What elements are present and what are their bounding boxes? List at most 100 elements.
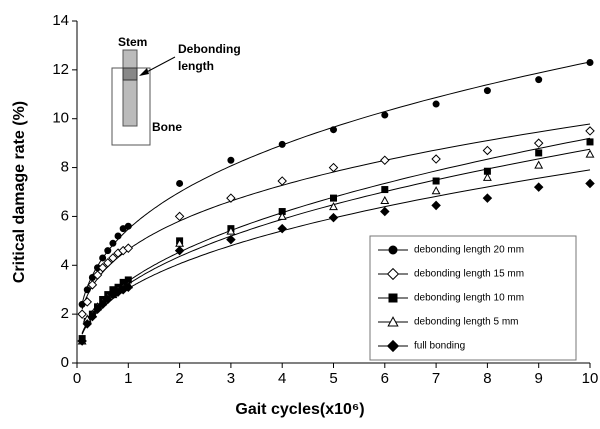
legend-label: debonding length 15 mm [414, 269, 524, 280]
annotation: Bone [152, 120, 182, 134]
point [109, 239, 117, 247]
y-tick-label: 2 [61, 305, 69, 322]
point [330, 194, 337, 202]
x-tick-label: 9 [535, 370, 543, 387]
x-tick-label: 6 [381, 370, 389, 387]
y-tick-label: 8 [61, 159, 69, 176]
point [483, 87, 491, 95]
legend-marker [386, 339, 400, 353]
y-tick-label: 4 [61, 256, 69, 273]
x-tick-label: 4 [278, 370, 286, 387]
inset-diagram: Stem Debonding length Bone [111, 35, 241, 146]
point [329, 202, 338, 211]
annotation: Stem [118, 35, 147, 49]
arrow-head [139, 68, 149, 76]
point [431, 186, 441, 195]
point [99, 254, 107, 262]
point [482, 172, 492, 181]
x-axis-label: Gait cycles(x10⁶) [235, 401, 364, 418]
legend-marker [387, 316, 399, 327]
legend-label: debonding length 10 mm [414, 293, 524, 304]
debonding-zone [122, 67, 138, 81]
x-tick-label: 3 [227, 370, 235, 387]
point [533, 138, 544, 148]
y-tick-label: 12 [52, 61, 69, 78]
point [174, 245, 185, 256]
x-tick-label: 7 [432, 370, 440, 387]
point [176, 179, 184, 187]
stem-shape [122, 49, 138, 127]
point [585, 178, 595, 189]
point [277, 176, 287, 186]
point [482, 193, 493, 203]
point [277, 211, 287, 220]
annotation: Debonding length [178, 42, 241, 73]
point [431, 200, 441, 211]
point [534, 160, 544, 169]
point [585, 126, 595, 136]
x-tick-label: 0 [73, 370, 81, 387]
point [104, 247, 112, 255]
point [92, 304, 103, 315]
point [380, 195, 390, 205]
x-tick-label: 5 [329, 370, 337, 387]
point [82, 319, 93, 329]
point [586, 59, 594, 67]
point [432, 100, 440, 108]
point [103, 258, 113, 268]
x-tick-label: 1 [124, 370, 132, 387]
point [92, 270, 103, 280]
point [103, 294, 113, 305]
point [328, 162, 339, 173]
point [87, 311, 98, 322]
legend-marker [388, 245, 398, 255]
point [535, 149, 543, 157]
point [174, 211, 185, 222]
legend: debonding length 20 mm debonding length 1… [369, 235, 577, 361]
point [533, 182, 544, 192]
point [586, 138, 594, 146]
point [124, 222, 132, 230]
point [114, 232, 122, 240]
point [97, 299, 108, 310]
y-tick-label: 10 [52, 110, 69, 127]
point [108, 253, 118, 263]
point [226, 234, 236, 245]
y-tick-label: 6 [61, 207, 69, 224]
legend-marker [386, 267, 400, 281]
legend-label: debonding length 5 mm [414, 317, 519, 328]
point [77, 336, 87, 346]
y-axis-label: Critical damage rate (%) [11, 101, 28, 283]
point [97, 262, 108, 273]
point [82, 297, 93, 307]
y-tick-label: 14 [52, 12, 69, 29]
x-tick-label: 10 [582, 370, 599, 387]
x-tick-label: 8 [483, 370, 491, 387]
point [535, 76, 543, 84]
point [381, 111, 389, 119]
legend-marker [388, 293, 398, 303]
point [227, 156, 235, 164]
point [380, 155, 390, 165]
point [482, 145, 493, 156]
y-tick-label: 0 [61, 354, 69, 371]
point [381, 186, 389, 194]
point [278, 140, 286, 148]
point [328, 212, 339, 223]
legend-label: full bonding [414, 341, 465, 352]
point [431, 154, 441, 164]
point [432, 177, 440, 185]
legend-label: debonding length 20 mm [414, 245, 524, 256]
point [226, 193, 236, 203]
point [226, 226, 236, 235]
point [330, 126, 337, 134]
point [123, 243, 134, 253]
point [123, 282, 134, 293]
point [380, 206, 390, 217]
point [77, 309, 87, 319]
point [277, 223, 287, 234]
point [87, 280, 98, 290]
point [585, 149, 595, 158]
x-tick-label: 2 [175, 370, 183, 387]
